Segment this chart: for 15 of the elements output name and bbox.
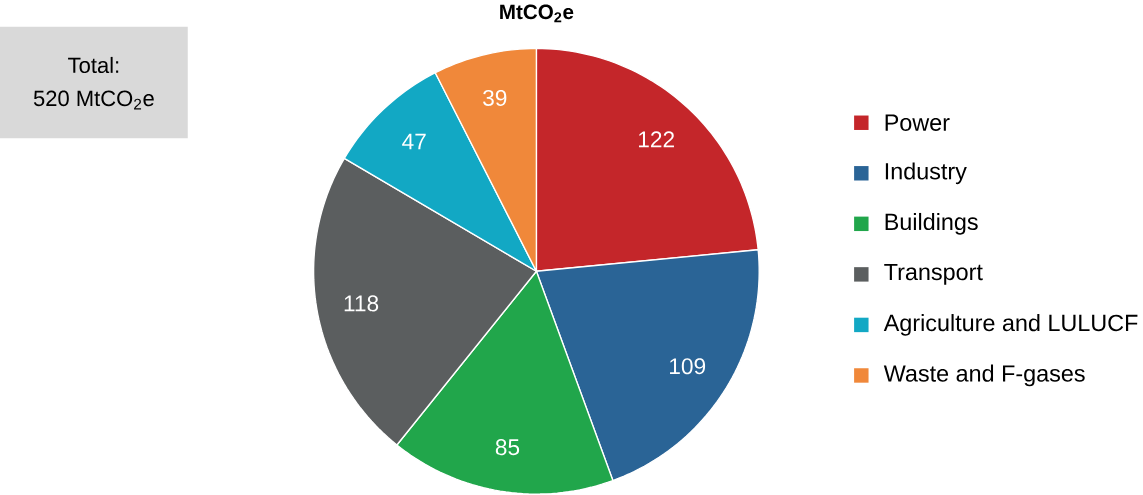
chart-title: MtCO$_{2}$e — [500, 4, 574, 23]
legend-label: Waste and F-gases — [883, 364, 1085, 387]
legend-label: Transport — [884, 264, 983, 285]
data-label: 118 — [344, 295, 379, 312]
data-label: 109 — [670, 358, 706, 375]
text: Total: — [68, 57, 119, 74]
legend-label: Agriculture and LULUCF — [883, 314, 1138, 336]
legend-label: Buildings — [885, 213, 978, 235]
legend-label: Industry — [885, 162, 967, 185]
data-label: 85 — [495, 439, 520, 456]
legend-label: Power — [885, 114, 950, 132]
data-label: 47 — [402, 133, 426, 150]
text: 520 MtCO$_{2}$e — [33, 90, 154, 110]
data-label: 122 — [638, 131, 674, 148]
data-label: 39 — [483, 90, 507, 107]
